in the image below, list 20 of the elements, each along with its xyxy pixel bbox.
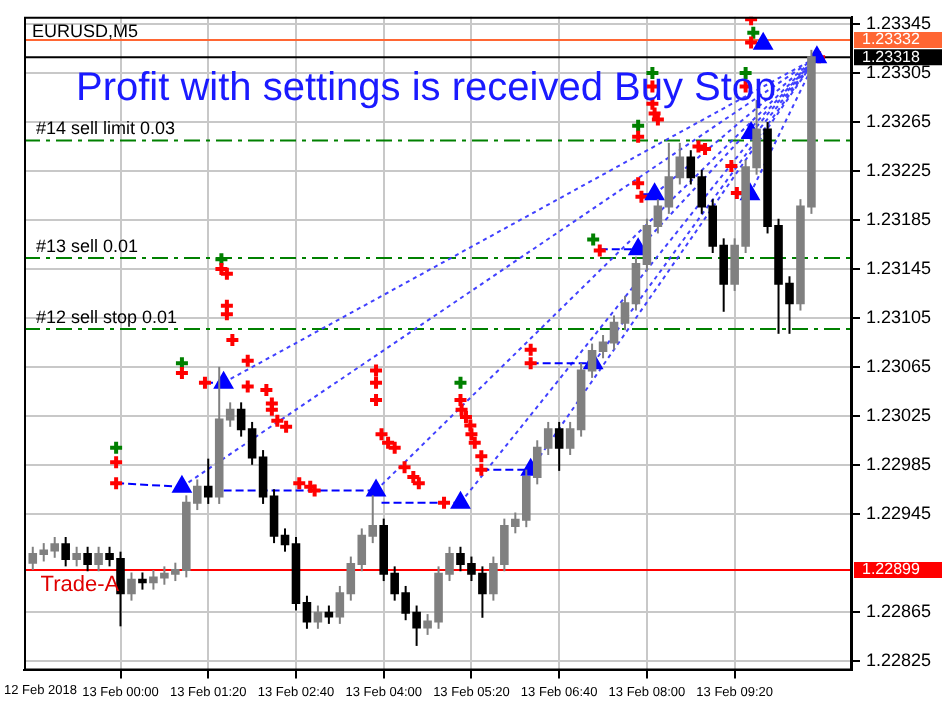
y-tick-label: 1.23065 [866, 355, 932, 376]
y-tick-label: 1.23265 [866, 111, 932, 132]
y-tick-label: 1.23105 [866, 306, 932, 327]
y-tick-label: 1.23025 [866, 404, 932, 425]
y-tick-label: 1.22985 [866, 453, 932, 474]
y-tick-label: 1.22945 [866, 502, 932, 523]
ref-line-label: #14 sell limit 0.03 [36, 118, 176, 139]
ref-line-label: 1.22899 [862, 560, 921, 579]
y-tick-label: 1.23145 [866, 257, 932, 278]
y-tick-label: 1.23185 [866, 208, 932, 229]
y-tick-label: 1.23345 [866, 13, 932, 34]
y-tick-label: 1.23225 [866, 159, 932, 180]
ref-line-label: 1.23318 [862, 47, 921, 66]
ref-line-label: 1.23332 [862, 30, 921, 49]
ref-line-label: #13 sell 0.01 [36, 235, 139, 256]
y-tick-label: 1.22825 [866, 649, 932, 670]
chart-subtitle: EURUSD,M5 [32, 20, 139, 41]
ref-line-label: #12 sell stop 0.01 [36, 306, 178, 327]
y-tick-label: 1.23305 [866, 62, 932, 83]
y-tick-label: 1.22865 [866, 600, 932, 621]
